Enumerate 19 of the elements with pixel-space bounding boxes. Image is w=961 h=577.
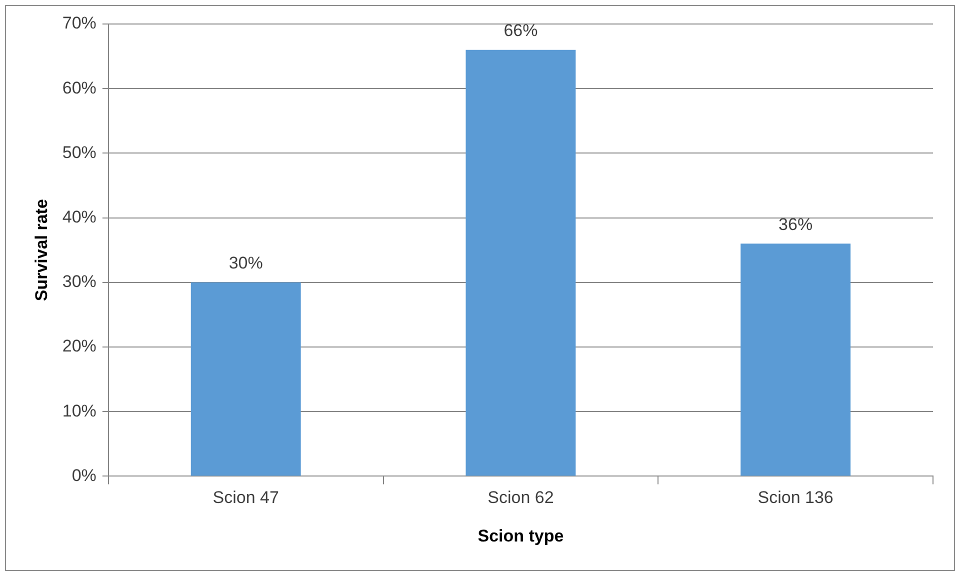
bar — [466, 50, 576, 476]
y-tick-label: 60% — [62, 78, 96, 98]
y-axis-title: Survival rate — [32, 199, 51, 302]
y-tick-label: 70% — [62, 14, 96, 33]
y-tick-label: 20% — [62, 336, 96, 356]
data-label: 36% — [778, 214, 813, 234]
data-label: 30% — [228, 254, 263, 273]
y-tick-label: 10% — [62, 401, 96, 420]
x-tick-label: Scion 47 — [212, 488, 279, 508]
data-label: 66% — [504, 21, 538, 40]
y-tick-label: 40% — [62, 207, 96, 226]
y-tick-label: 0% — [72, 466, 96, 485]
x-axis-title: Scion type — [478, 526, 564, 546]
y-tick-label: 30% — [62, 272, 96, 292]
y-tick-label: 50% — [62, 142, 96, 162]
x-tick-label: Scion 62 — [488, 488, 554, 508]
x-tick-label: Scion 136 — [758, 488, 834, 508]
bar — [190, 282, 301, 476]
bar — [740, 244, 851, 476]
